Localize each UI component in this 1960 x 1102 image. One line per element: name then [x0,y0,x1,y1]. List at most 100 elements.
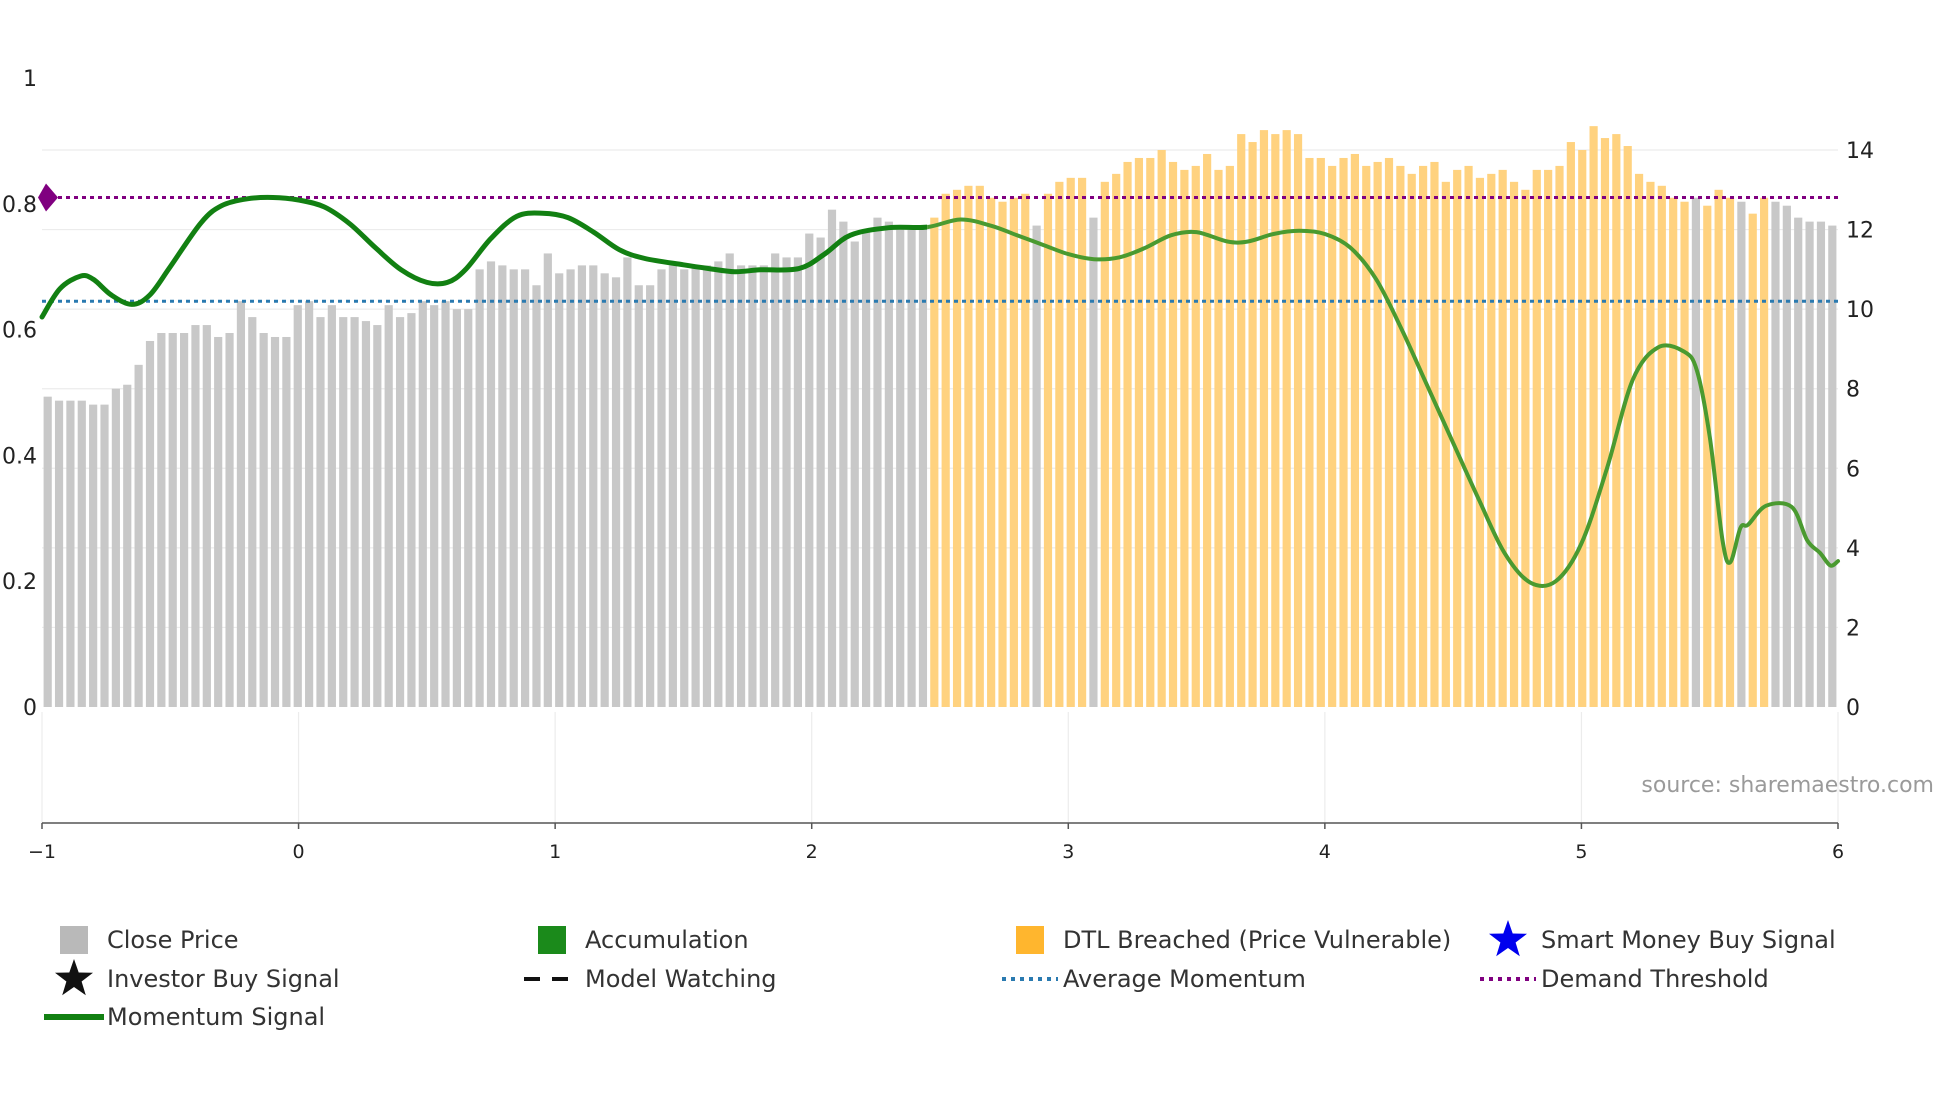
close-price-bar [1600,138,1610,707]
close-price-bar [1305,157,1314,707]
close-price-bar [543,253,552,707]
close-price-bar [259,333,268,707]
close-price-bar [123,384,132,707]
close-price-bar [327,305,336,707]
close-price-bar [282,336,291,707]
close-price-bar [1316,157,1325,707]
x-axis-tick-label: −1 [28,841,56,863]
x-axis-tick-label: 6 [1832,841,1844,863]
legend-item: DTL Breached (Price Vulnerable) [1016,926,1451,954]
close-price-bar [1373,161,1382,707]
close-price-bar [827,209,837,707]
close-price-bar [145,340,155,707]
close-price-bar [964,185,973,707]
close-price-bar [464,309,473,707]
close-price-bar [600,273,609,707]
close-price-bar [680,269,689,707]
close-price-bar [1725,197,1735,708]
close-price-bar [839,221,848,708]
legend-label: Momentum Signal [107,1003,325,1031]
close-price-bar [1828,225,1837,707]
x-axis-tick-label: 0 [293,841,305,863]
right-axis-tick-label: 2 [1846,616,1860,641]
close-price-bar [1214,169,1223,707]
close-price-bar [1055,181,1064,707]
close-price-bar [1634,173,1644,707]
close-price-bar [1612,134,1621,708]
legend-item: Model Watching [524,965,777,993]
close-price-bar [1714,189,1723,708]
close-price-bar [998,201,1007,707]
close-price-bar [1043,193,1053,707]
close-price-bar [1555,165,1564,707]
source-label: source: sharemaestro.com [1641,773,1934,798]
close-price-bar [611,277,621,707]
right-axis-tick-label: 0 [1846,696,1860,721]
legend-label: DTL Breached (Price Vulnerable) [1063,926,1451,954]
right-axis-tick-label: 4 [1846,537,1860,562]
close-price-bar [907,225,916,707]
legend-label: Average Momentum [1063,965,1306,993]
close-price-bar [1771,201,1780,707]
close-price-bar [1532,169,1541,707]
legend-item: Average Momentum [1002,965,1306,993]
close-price-bar [1112,173,1121,707]
x-axis-tick-label: 5 [1575,841,1587,863]
close-price-bar [430,305,439,707]
legend-item: Close Price [60,926,239,954]
close-price-bar [89,404,98,707]
close-price-bar [441,301,450,707]
close-price-bar [43,396,52,707]
close-price-bar [134,364,143,707]
legend-item: Demand Threshold [1480,965,1769,993]
legend-label: Model Watching [585,965,777,993]
close-price-bar [1521,189,1530,708]
close-price-bar [395,317,405,707]
right-axis-tick-label: 6 [1846,457,1860,482]
close-price-bar [191,325,200,707]
close-price-bar [1657,185,1666,707]
close-price-bar [589,265,598,707]
close-price-bar [1566,142,1575,708]
close-price-bar [316,317,325,707]
close-price-bar [1328,165,1337,707]
close-price-bar [1384,157,1394,707]
close-price-bar [373,325,382,707]
close-price-bar [1350,153,1359,708]
close-price-bar [1509,181,1519,707]
close-price-bar [805,233,814,708]
close-price-bar [623,257,632,707]
right-axis-tick-label: 14 [1846,139,1874,164]
close-price-bar [1669,197,1678,708]
close-price-bar [566,269,575,707]
left-axis-tick-label: 0.6 [2,319,37,344]
x-axis-tick-label: 2 [806,841,818,863]
close-price-bar [1225,165,1234,707]
close-price-bar [1134,157,1144,707]
close-price-bar [1737,201,1746,707]
close-price-bar [225,333,234,707]
close-price-bar [270,336,280,707]
close-price-bar [180,333,189,707]
close-price-bar [305,301,314,707]
close-price-bar [1248,142,1257,708]
close-price-bar [498,265,507,707]
close-price-bar [884,221,893,708]
close-price-bar [77,400,86,707]
close-price-bar [1544,169,1553,707]
close-price-bar [1089,217,1098,707]
close-price-bar [1816,221,1826,708]
close-price-bar [634,285,643,707]
close-price-bar [657,269,666,707]
close-price-bar [1203,153,1212,708]
close-price-bar [1191,165,1200,707]
close-price-bar [1703,205,1712,707]
right-axis-tick-label: 8 [1846,378,1860,403]
close-price-bars [43,126,1837,708]
close-price-bar [1760,197,1769,708]
close-price-bar [952,189,962,708]
star-icon [1489,920,1527,957]
close-price-bar [214,336,223,707]
close-price-bar [202,325,211,707]
